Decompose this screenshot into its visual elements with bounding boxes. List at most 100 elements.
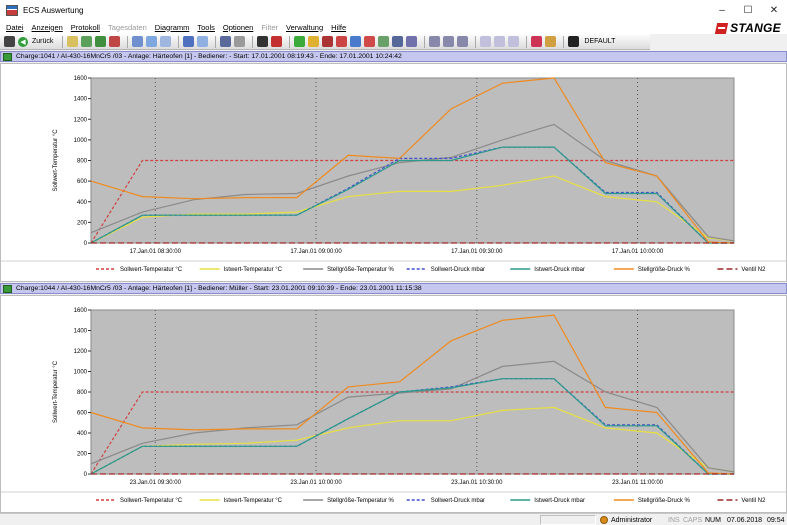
menu-verwaltung[interactable]: Verwaltung xyxy=(286,22,324,32)
toolbar-separator xyxy=(289,35,291,48)
filter-icon[interactable] xyxy=(531,36,543,47)
minimize-button[interactable]: – xyxy=(719,4,725,16)
y-tick-label: 1000 xyxy=(74,138,88,144)
back-button[interactable]: ◀ Zurück xyxy=(18,36,58,47)
y-tick-label: 400 xyxy=(77,200,88,206)
toolbar-separator xyxy=(215,35,217,48)
y-tick-label: 1600 xyxy=(74,76,88,82)
menu-bar: Datei Anzeigen Protokoll Tagesdaten Diag… xyxy=(0,20,787,35)
cursor-left-icon[interactable] xyxy=(429,36,441,47)
folder-icon[interactable] xyxy=(67,36,79,47)
series-line xyxy=(90,314,735,475)
legend-label: Istwert-Temperatur °C xyxy=(224,267,283,273)
legend-label: Stellgröße-Temperatur % xyxy=(327,498,394,504)
marker-icon[interactable] xyxy=(322,36,334,47)
axis-icon[interactable] xyxy=(294,36,306,47)
y-tick-label: 0 xyxy=(84,472,88,478)
x-tick-label: 23.Jan.01 10:00:00 xyxy=(290,480,342,486)
legend-label: Sollwert-Druck mbar xyxy=(431,267,485,273)
close-button[interactable]: ✕ xyxy=(769,4,779,16)
x-tick-label: 23.Jan.01 11:00:00 xyxy=(612,480,664,486)
legend-label: Stellgröße-Temperatur % xyxy=(327,267,394,273)
x-tick-label: 17.Jan.01 08:30:00 xyxy=(130,249,182,255)
menu-optionen[interactable]: Optionen xyxy=(222,22,254,32)
series-line xyxy=(90,378,734,475)
y-tick-label: 1000 xyxy=(74,370,88,376)
legend-label: Sollwert-Temperatur °C xyxy=(120,498,183,504)
trend-down-icon[interactable] xyxy=(494,36,506,47)
scale-icon[interactable] xyxy=(308,36,320,47)
y-axis-title: Sollwert-Temperatur °C xyxy=(53,360,59,423)
select-dropdown-icon[interactable] xyxy=(160,36,172,47)
menu-protokoll[interactable]: Protokoll xyxy=(70,22,100,32)
menu-anzeigen[interactable]: Anzeigen xyxy=(31,22,63,32)
y-tick-label: 1200 xyxy=(74,117,88,123)
legend-label: Sollwert-Temperatur °C xyxy=(120,267,183,273)
maximize-button[interactable]: ☐ xyxy=(743,4,753,16)
toolbar-separator xyxy=(178,35,180,48)
print-icon[interactable] xyxy=(257,36,269,47)
toolbar-separator xyxy=(62,35,64,48)
toolbar-separator xyxy=(475,35,477,48)
chart-compare-icon[interactable] xyxy=(95,36,107,47)
y-tick-label: 1400 xyxy=(74,97,88,103)
printer-profile-icon[interactable] xyxy=(568,36,580,47)
trend-up-icon[interactable] xyxy=(480,36,492,47)
y-tick-label: 800 xyxy=(77,390,88,396)
chart-1-panel[interactable]: 0 200 400 600 800 1000 1200 1400 1600 Sollwert-Te… xyxy=(0,63,787,282)
ruler-icon[interactable] xyxy=(350,36,362,47)
bars-icon[interactable] xyxy=(336,36,348,47)
legend-icon[interactable] xyxy=(406,36,418,47)
y-tick-label: 0 xyxy=(84,241,88,247)
cut-icon[interactable] xyxy=(364,36,376,47)
export-icon[interactable] xyxy=(545,36,557,47)
status-bar: Administrator INS CAPS NUM 07.06.2018 09… xyxy=(0,513,787,525)
menu-datei[interactable]: Datei xyxy=(6,22,24,32)
legend-label: Istwert-Druck mbar xyxy=(534,498,585,504)
chart-red-icon[interactable] xyxy=(109,36,121,47)
zoom-dropdown-icon[interactable] xyxy=(146,36,158,47)
y-tick-label: 200 xyxy=(77,220,88,226)
status-time: 09:54 xyxy=(767,516,785,524)
chart-2-header: Charge:1044 / AI-430-16MnCr5 /03 - Anlag… xyxy=(0,283,787,294)
cursor-right-icon[interactable] xyxy=(457,36,469,47)
grid-icon[interactable] xyxy=(197,36,209,47)
toolbar-separator xyxy=(526,35,528,48)
disk-icon[interactable] xyxy=(234,36,246,47)
legend-label: Stellgröße-Druck % xyxy=(638,498,691,504)
menu-tools[interactable]: Tools xyxy=(197,22,215,32)
menu-filter[interactable]: Filter xyxy=(261,22,279,32)
menu-hilfe[interactable]: Hilfe xyxy=(331,22,347,32)
y-axis-title: Sollwert-Temperatur °C xyxy=(53,129,59,192)
menu-diagramm[interactable]: Diagramm xyxy=(154,22,190,32)
series-line xyxy=(90,146,734,244)
y-tick-label: 1200 xyxy=(74,349,88,355)
legend-label: Istwert-Druck mbar xyxy=(534,267,585,273)
toolbar-separator xyxy=(252,35,254,48)
status-user-name: Administrator xyxy=(611,516,653,524)
chart-green-icon[interactable] xyxy=(81,36,93,47)
trend-flat-icon[interactable] xyxy=(508,36,520,47)
menu-tagesdaten[interactable]: Tagesdaten xyxy=(107,22,147,32)
y-tick-label: 600 xyxy=(77,179,88,185)
chart-1-header-text: Charge:1041 / AI-430-16MnCr5 /03 - Anlag… xyxy=(16,53,402,60)
cursor-mid-icon[interactable] xyxy=(443,36,455,47)
pen-icon[interactable] xyxy=(183,36,195,47)
chart-2-svg[interactable]: 0 200 400 600 800 1000 1200 1400 1600 Sollwert-Te… xyxy=(1,296,786,512)
toolbar-separator xyxy=(127,35,129,48)
chart-2-panel[interactable]: 0 200 400 600 800 1000 1200 1400 1600 Sollwert-Te… xyxy=(0,295,787,513)
limits-icon[interactable] xyxy=(392,36,404,47)
legend-label: Stellgröße-Druck % xyxy=(638,267,691,273)
chart-icon xyxy=(3,284,12,293)
toolbar-separator xyxy=(424,35,426,48)
profile-label[interactable]: DEFAULT xyxy=(584,38,616,45)
tape-icon[interactable] xyxy=(378,36,390,47)
delete-icon[interactable] xyxy=(271,36,283,47)
save-icon[interactable] xyxy=(220,36,232,47)
cursor-icon[interactable] xyxy=(132,36,144,47)
chart-1-svg[interactable]: 0 200 400 600 800 1000 1200 1400 1600 Sollwert-Te… xyxy=(1,64,786,281)
y-tick-label: 1600 xyxy=(74,308,88,314)
print-preview-icon[interactable] xyxy=(4,36,15,47)
legend-label: Ventil N2 xyxy=(741,498,766,504)
series-line xyxy=(90,391,734,475)
